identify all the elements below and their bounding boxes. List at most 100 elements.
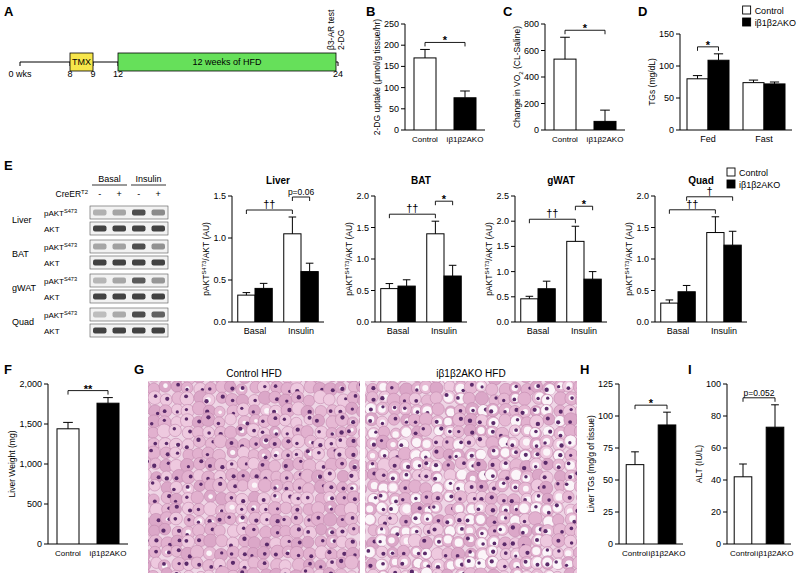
y-tick [615, 416, 619, 417]
y-tick [511, 271, 515, 272]
nucleus [185, 408, 188, 411]
y-tick [615, 448, 619, 449]
y-tick-label: 0 [608, 539, 613, 549]
nucleus [516, 418, 519, 421]
y-tick [676, 130, 680, 131]
cell [148, 570, 159, 573]
cell [249, 437, 261, 449]
error-bar [449, 265, 457, 276]
text-part: 0.0 [356, 317, 369, 327]
text-part: Control HFD [226, 368, 282, 379]
blot-band [113, 226, 127, 232]
cell [388, 414, 399, 425]
x-tick-label: iβ1β2AKO [649, 549, 686, 558]
vacuole [380, 419, 385, 424]
vacuole [423, 440, 431, 448]
vacuole [445, 493, 453, 501]
nucleus [543, 441, 547, 445]
text-part: 0 [394, 125, 399, 135]
cell [359, 545, 360, 558]
nucleus [546, 417, 550, 421]
nucleus [261, 430, 264, 433]
nucleus [163, 419, 166, 422]
nucleus [197, 563, 201, 567]
text-part: 50 [603, 475, 613, 485]
nucleus [184, 562, 188, 566]
cell [486, 383, 498, 395]
bars [521, 226, 602, 322]
nucleus [502, 542, 506, 546]
nucleus [514, 385, 518, 389]
error-bar [560, 37, 570, 59]
nucleus [502, 499, 506, 503]
nucleus [371, 386, 375, 390]
y-tick [228, 238, 232, 239]
bar [444, 276, 461, 322]
cell [443, 490, 454, 501]
text-part: iβ1β2AKO [757, 549, 794, 558]
text-part: S473 [64, 208, 77, 214]
chart: F05001,0001,5002,000Liver Weight (mg)Con… [4, 362, 128, 558]
nucleus [523, 520, 526, 523]
y-tick-label: 0 [37, 539, 42, 549]
text-part: Liver TGs (mg/g of tissue) [586, 415, 596, 513]
nucleus [393, 406, 396, 409]
tissue-label: Liver [12, 215, 32, 225]
cell [376, 559, 389, 572]
text-part: * [583, 22, 588, 34]
blot-band [93, 210, 107, 216]
cell [193, 524, 205, 536]
error-bar [663, 412, 671, 425]
blot-strip [90, 222, 168, 235]
vacuole [556, 463, 561, 468]
cell [335, 458, 346, 469]
text-part: 75 [603, 443, 613, 453]
blot-band [152, 278, 166, 284]
text-part: Basal [244, 326, 267, 336]
nucleus [315, 419, 319, 423]
chart: BAT0.00.51.01.52.0pAKTS473/AKT (AU)Basal… [344, 175, 467, 336]
nucleus [296, 428, 300, 432]
y-tick [541, 50, 545, 51]
text-part: * [442, 193, 447, 205]
y-tick [511, 221, 515, 222]
nucleus [557, 385, 560, 388]
chart: C0200400600800Change in VO2 (CL-Saline)C… [503, 4, 625, 144]
vacuole [477, 427, 484, 434]
nucleus [184, 539, 188, 543]
timeline: A0 wks891224TMX12 weeks of HFDβ3-AR test… [4, 4, 346, 79]
nucleus [295, 573, 298, 574]
nucleus [543, 461, 547, 465]
nucleus [510, 443, 514, 447]
nucleus [319, 565, 322, 568]
nucleus [306, 530, 310, 534]
panel-label: H [580, 362, 589, 377]
nucleus [435, 420, 439, 424]
cell [290, 525, 304, 539]
error-bar [749, 80, 758, 83]
y-tick-label: 20 [711, 507, 721, 517]
nucleus [391, 477, 395, 481]
nucleus [329, 485, 333, 489]
cell [420, 469, 432, 481]
blot-band [93, 312, 107, 318]
blot-band [132, 260, 146, 266]
cell [247, 568, 260, 573]
text-part: †† [263, 198, 275, 210]
cell [475, 425, 486, 436]
y-tick-label: 0.5 [213, 275, 226, 285]
nucleus [309, 554, 313, 558]
nucleus [365, 489, 366, 493]
vacuole [208, 494, 213, 499]
annotation: * [583, 22, 588, 34]
chart: B0501001502002502-DG uptake (μmol/g tiss… [366, 4, 485, 144]
blot-band [132, 294, 146, 300]
cell [453, 426, 465, 438]
text-part: Fast [755, 134, 773, 144]
nucleus [252, 410, 255, 413]
nucleus [274, 416, 278, 420]
vacuole [457, 470, 467, 480]
nucleus [434, 440, 438, 444]
y-tick-label: 0.0 [636, 317, 649, 327]
y-tick [511, 246, 515, 247]
